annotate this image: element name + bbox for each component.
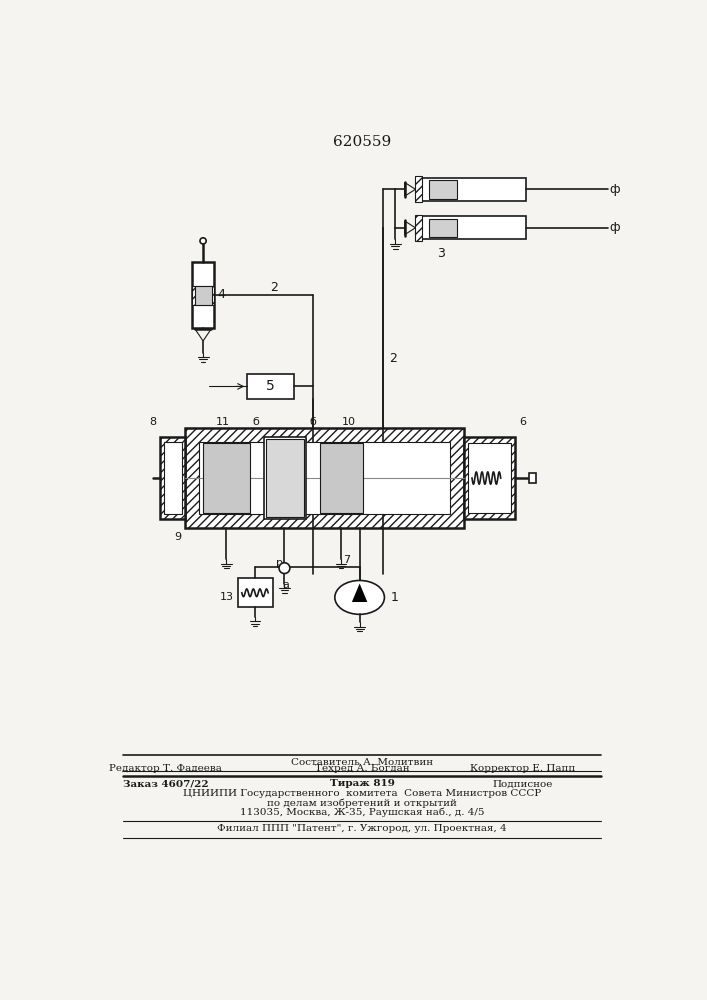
- Text: р: р: [276, 558, 283, 568]
- Text: 1: 1: [391, 591, 399, 604]
- Text: Составитель А. Молитвин: Составитель А. Молитвин: [291, 758, 433, 767]
- Bar: [192, 286, 214, 305]
- Bar: [264, 437, 306, 519]
- Text: 13: 13: [220, 592, 234, 602]
- Text: ф: ф: [609, 221, 620, 234]
- Text: 2: 2: [271, 281, 279, 294]
- Text: Заказ 4607/22: Заказ 4607/22: [123, 779, 209, 788]
- Bar: [163, 442, 182, 514]
- Text: б: б: [252, 417, 259, 427]
- Text: 8: 8: [149, 417, 156, 427]
- Text: 6: 6: [519, 417, 526, 427]
- Text: Филиал ППП "Патент", г. Ужгород, ул. Проектная, 4: Филиал ППП "Патент", г. Ужгород, ул. Про…: [217, 824, 507, 833]
- Bar: [429, 180, 457, 199]
- Text: Тираж 819: Тираж 819: [329, 779, 395, 788]
- Bar: [192, 262, 214, 328]
- Bar: [421, 216, 526, 239]
- Bar: [160, 437, 185, 519]
- Text: 9: 9: [174, 532, 182, 542]
- Bar: [468, 443, 510, 513]
- Bar: [464, 437, 515, 519]
- Text: а: а: [283, 580, 289, 590]
- Text: 113035, Москва, Ж-35, Раушская наб., д. 4/5: 113035, Москва, Ж-35, Раушская наб., д. …: [240, 807, 484, 817]
- Bar: [266, 439, 304, 517]
- Text: ЦНИИПИ Государственного  комитета  Совета Министров СССР: ЦНИИПИ Государственного комитета Совета …: [183, 789, 541, 798]
- Text: 620559: 620559: [333, 135, 391, 149]
- Text: 12: 12: [295, 438, 309, 448]
- Text: 7: 7: [344, 555, 351, 565]
- Text: 2: 2: [389, 352, 397, 365]
- Bar: [203, 443, 250, 513]
- Circle shape: [279, 563, 290, 574]
- Text: Корректор Е. Папп: Корректор Е. Папп: [469, 764, 575, 773]
- Bar: [416, 215, 421, 241]
- Bar: [199, 442, 450, 514]
- Text: 10: 10: [341, 417, 356, 427]
- Ellipse shape: [335, 580, 385, 614]
- Bar: [185, 428, 464, 528]
- Text: 5: 5: [266, 379, 275, 393]
- Text: Техред А. Богдан: Техред А. Богдан: [315, 764, 409, 773]
- Text: 11: 11: [216, 417, 230, 427]
- Text: 3: 3: [437, 247, 445, 260]
- Text: Редактор Т. Фадеева: Редактор Т. Фадеева: [110, 764, 222, 773]
- Bar: [429, 219, 457, 237]
- Text: б: б: [309, 417, 316, 427]
- Polygon shape: [352, 584, 368, 602]
- Bar: [320, 443, 363, 513]
- Bar: [247, 374, 293, 399]
- Bar: [421, 178, 526, 201]
- Bar: [194, 286, 211, 305]
- Text: ф: ф: [609, 183, 620, 196]
- Text: Подписное: Подписное: [492, 779, 553, 788]
- Bar: [416, 176, 421, 202]
- Circle shape: [200, 238, 206, 244]
- Text: по делам изобретений и открытий: по делам изобретений и открытий: [267, 798, 457, 808]
- Bar: [529, 473, 537, 483]
- Text: 4: 4: [217, 288, 225, 301]
- Bar: [238, 578, 273, 607]
